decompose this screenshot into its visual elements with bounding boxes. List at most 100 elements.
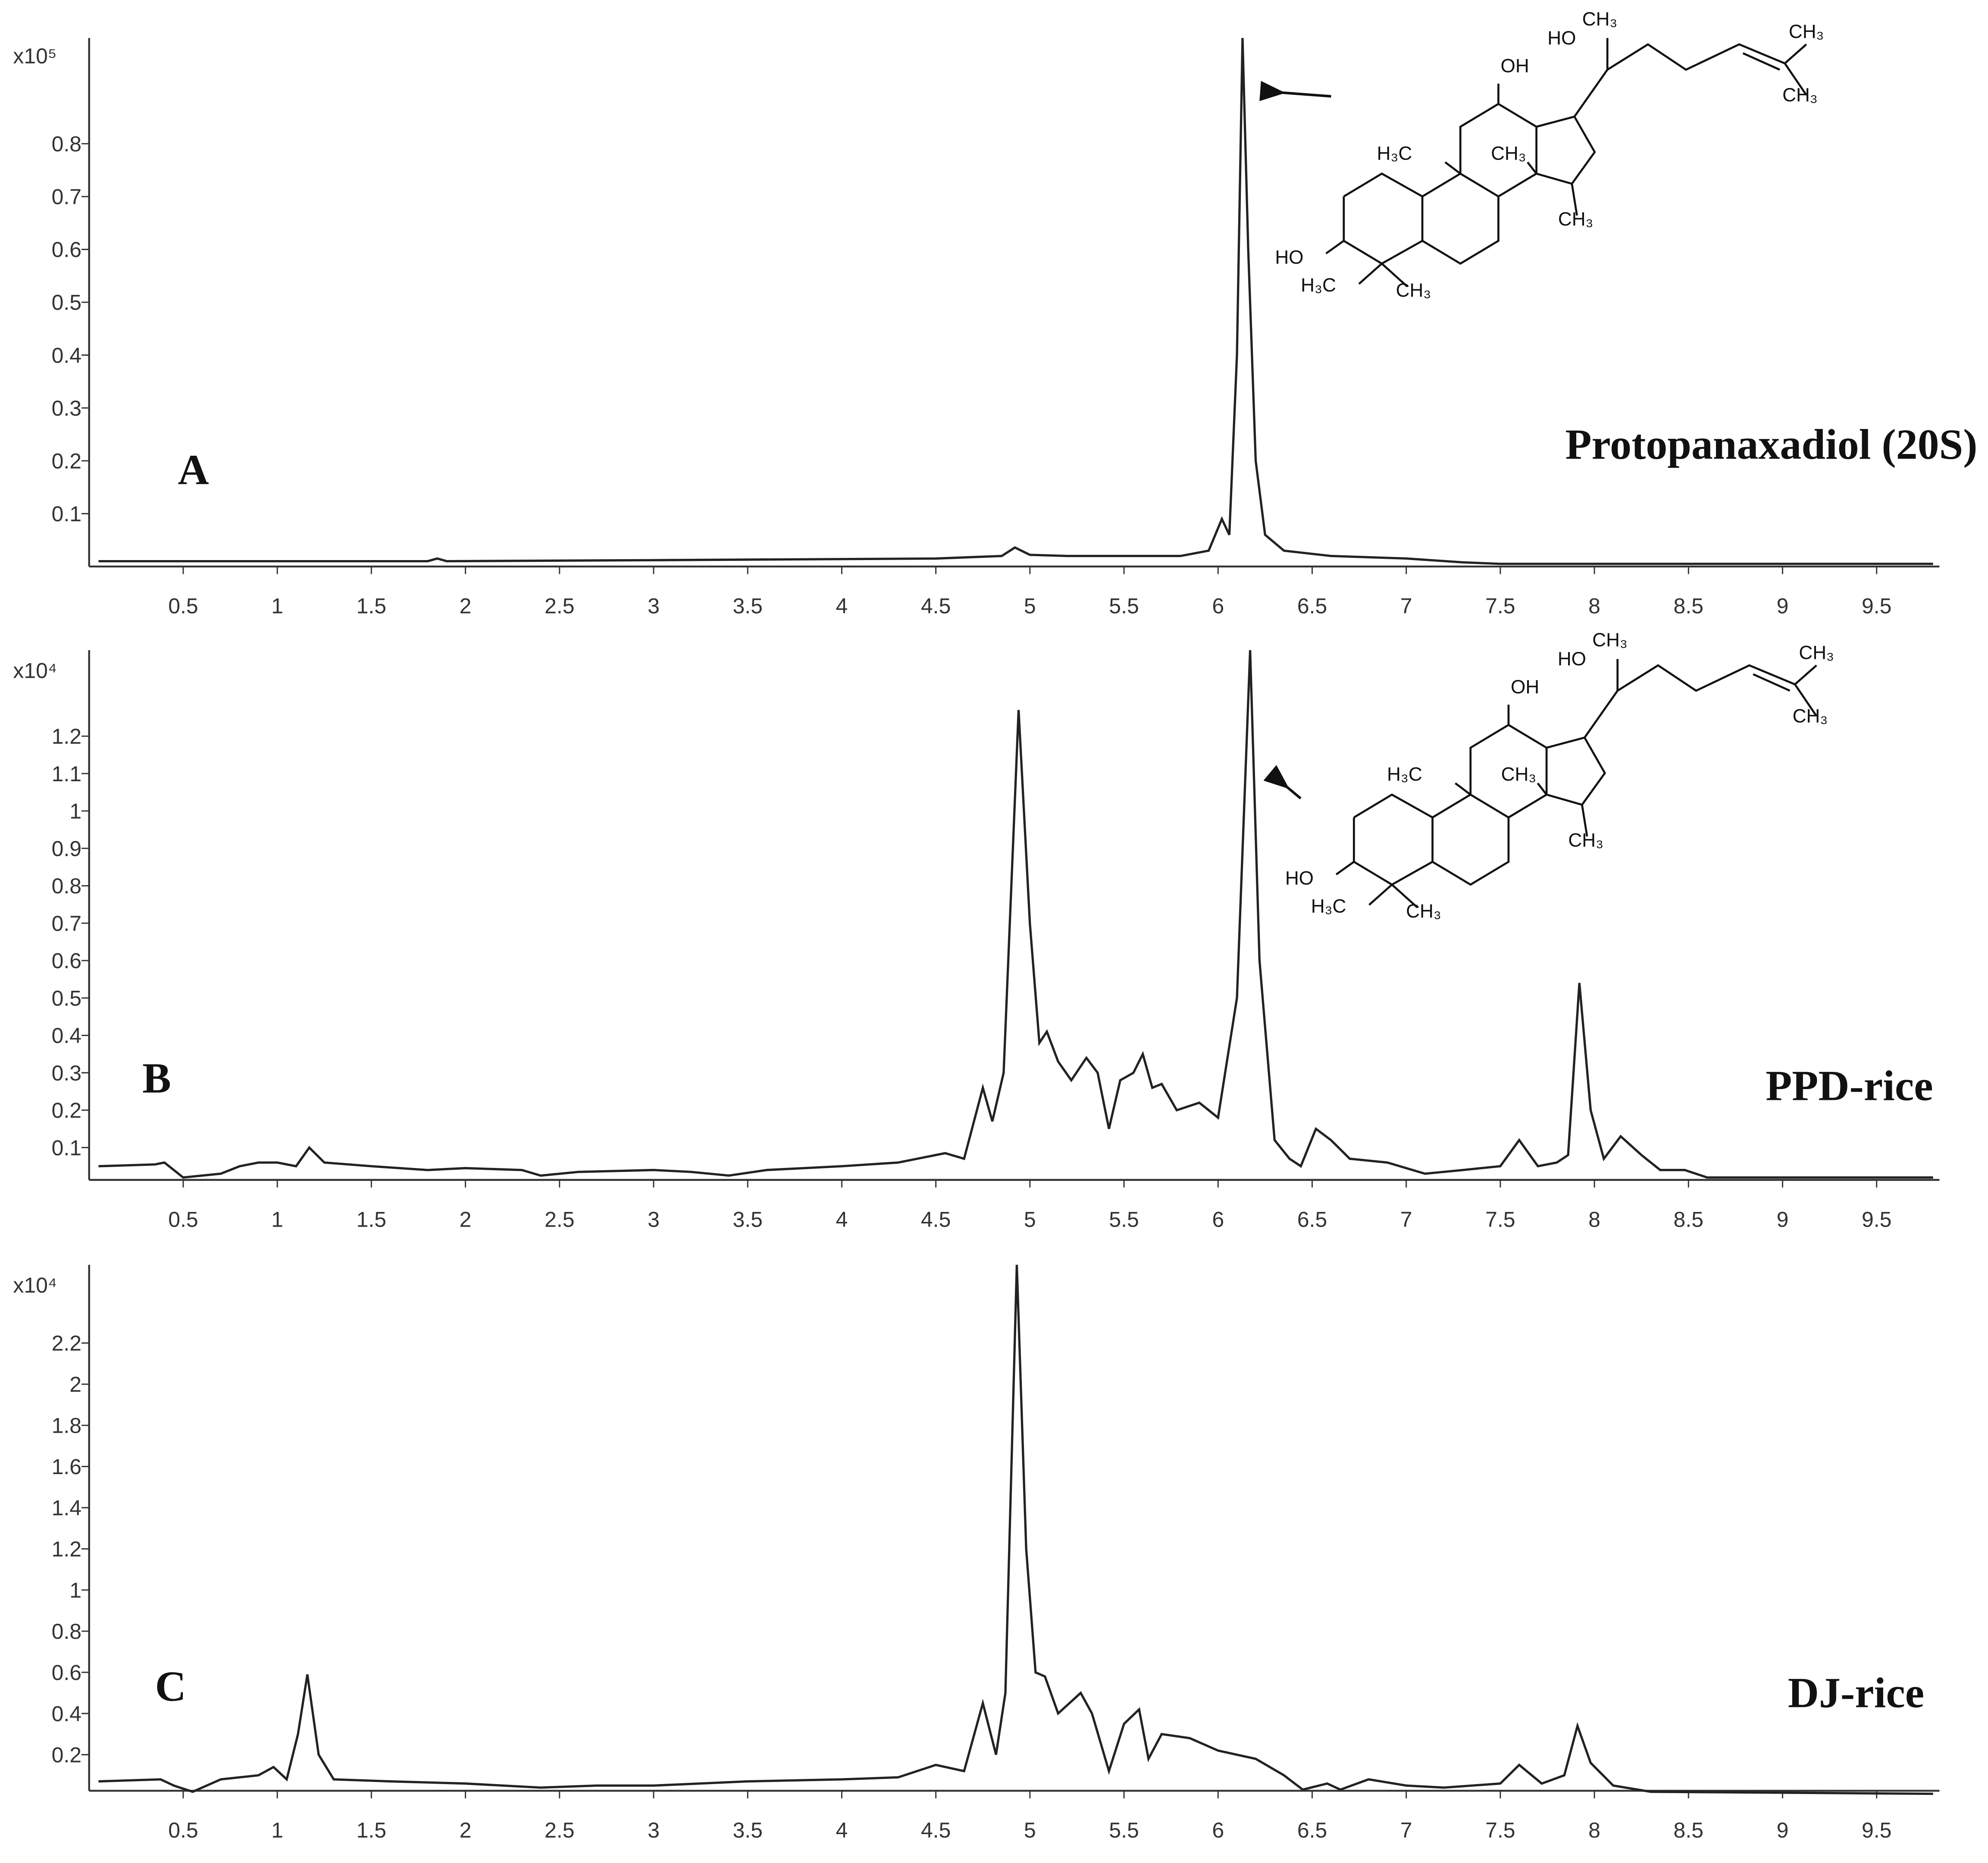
x-tick-label: 1 — [271, 1818, 283, 1842]
bond — [1432, 793, 1510, 886]
structure-label: H₃C — [1377, 143, 1412, 164]
x-tick-label: 5.5 — [1109, 594, 1139, 618]
x-tick-label: 7.5 — [1485, 1818, 1515, 1842]
x-tick-label: 3 — [648, 1818, 660, 1842]
structure-label: CH₃ — [1491, 143, 1526, 164]
y-tick-label: 1 — [69, 1578, 81, 1602]
panel-title: DJ-rice — [1788, 1669, 1924, 1716]
x-tick-label: 7 — [1400, 1818, 1412, 1842]
bond — [1368, 883, 1393, 906]
bond — [1325, 240, 1345, 254]
y-tick-label: 0.4 — [52, 343, 81, 367]
x-tick-label: 3.5 — [733, 594, 762, 618]
x-tick-label: 5 — [1024, 594, 1036, 618]
x-tick-label: 5 — [1024, 1818, 1036, 1842]
y-tick-label: 0.3 — [52, 396, 81, 420]
panel-title: PPD-rice — [1766, 1061, 1933, 1109]
structure-label: CH₃ — [1782, 85, 1818, 106]
bond — [1469, 723, 1548, 818]
bond — [1537, 783, 1547, 795]
x-tick-label: 8 — [1588, 594, 1600, 618]
y-tick-label: 0.6 — [52, 949, 81, 973]
arrow — [1259, 81, 1331, 101]
y-tick-label: 0.5 — [52, 291, 81, 315]
y-tick-label: 1 — [69, 799, 81, 823]
bond — [1581, 805, 1588, 837]
bond — [1584, 664, 1817, 739]
y-tick-label: 0.9 — [52, 836, 81, 861]
x-tick-label: 2.5 — [545, 594, 574, 618]
bond — [1358, 263, 1383, 285]
x-tick-label: 9.5 — [1862, 1818, 1891, 1842]
structure-label: CH₃ — [1568, 830, 1603, 851]
bond — [1381, 263, 1408, 288]
y-tick-label: 0.6 — [52, 238, 81, 262]
x-tick-label: 2 — [460, 1207, 472, 1231]
x-tick-label: 1 — [271, 1207, 283, 1231]
y-tick-label: 0.2 — [52, 1099, 81, 1123]
x-tick-label: 6.5 — [1297, 1207, 1327, 1231]
x-tick-label: 1.5 — [357, 1207, 386, 1231]
x-tick-label: 3 — [648, 594, 660, 618]
y-tick-label: 0.3 — [52, 1061, 81, 1085]
chromatogram-line — [98, 38, 1933, 565]
x-tick-label: 5 — [1024, 1207, 1036, 1231]
y-tick-label: 2 — [69, 1372, 81, 1396]
structure-label: CH₃ — [1396, 280, 1431, 301]
structure-label: H₃C — [1311, 895, 1346, 917]
bond — [1794, 683, 1818, 717]
structure-label: CH₃ — [1582, 9, 1618, 30]
y-tick-label: 0.4 — [52, 1702, 81, 1726]
x-tick-label: 0.5 — [168, 1818, 198, 1842]
bond — [1455, 782, 1471, 795]
bond — [1459, 103, 1537, 197]
y-tick-label: 0.1 — [52, 1136, 81, 1160]
chromatogram-line — [98, 650, 1933, 1179]
y-tick-label: 0.2 — [52, 449, 81, 473]
x-tick-label: 4.5 — [921, 594, 951, 618]
bond — [1352, 793, 1434, 886]
bond — [1444, 161, 1461, 175]
y-tick-label: 0.4 — [52, 1024, 81, 1048]
bond — [1573, 43, 1807, 117]
structure-label: H₃C — [1301, 275, 1336, 296]
x-tick-label: 4 — [836, 1207, 848, 1231]
x-tick-label: 9 — [1777, 1207, 1789, 1231]
structure-label: CH₃ — [1558, 209, 1594, 230]
x-tick-label: 2 — [460, 1818, 472, 1842]
x-tick-label: 1.5 — [357, 1818, 386, 1842]
y-tick-label: 1.4 — [52, 1496, 81, 1520]
bond — [1536, 115, 1596, 185]
structure-label: OH — [1511, 676, 1539, 698]
x-tick-label: 7 — [1400, 594, 1412, 618]
x-tick-label: 4 — [836, 1818, 848, 1842]
x-tick-label: 9.5 — [1862, 594, 1891, 618]
scale-label: x10⁴ — [13, 1273, 57, 1297]
structure-label: CH₃ — [1406, 901, 1441, 922]
double-bond — [1742, 52, 1780, 71]
x-tick-label: 6 — [1212, 594, 1224, 618]
x-tick-label: 3.5 — [733, 1207, 762, 1231]
y-tick-label: 1.1 — [52, 762, 81, 786]
y-tick-label: 0.7 — [52, 185, 81, 209]
x-tick-label: 8 — [1588, 1818, 1600, 1842]
structure-label: CH₃ — [1799, 642, 1834, 664]
bond — [1527, 161, 1537, 175]
y-tick-label: 0.2 — [52, 1743, 81, 1767]
x-tick-label: 8 — [1588, 1207, 1600, 1231]
x-tick-label: 5.5 — [1109, 1207, 1139, 1231]
structure-label: OH — [1501, 56, 1529, 77]
x-tick-label: 3.5 — [733, 1818, 762, 1842]
x-tick-label: 0.5 — [168, 594, 198, 618]
x-tick-label: 1 — [271, 594, 283, 618]
x-tick-label: 8.5 — [1674, 594, 1703, 618]
x-tick-label: 6 — [1212, 1818, 1224, 1842]
x-tick-label: 3 — [648, 1207, 660, 1231]
y-tick-label: 0.1 — [52, 502, 81, 526]
y-tick-label: 0.5 — [52, 986, 81, 1010]
y-tick-label: 0.8 — [52, 874, 81, 898]
structure-label: CH₃ — [1789, 21, 1824, 42]
y-tick-label: 0.7 — [52, 911, 81, 936]
panel-label: A — [178, 446, 209, 494]
